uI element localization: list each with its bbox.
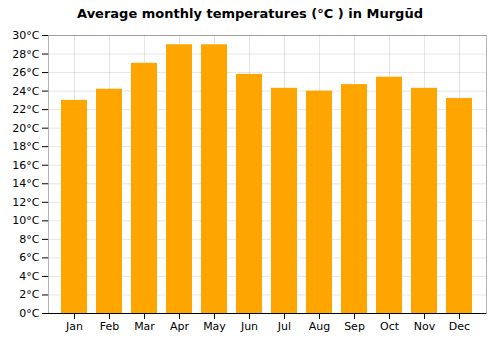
- svg-text:Aug: Aug: [309, 320, 330, 333]
- svg-text:6°C: 6°C: [19, 251, 39, 264]
- svg-text:Oct: Oct: [380, 320, 400, 333]
- svg-text:Apr: Apr: [170, 320, 190, 333]
- svg-text:0°C: 0°C: [19, 307, 39, 320]
- svg-text:Dec: Dec: [449, 320, 470, 333]
- svg-text:16°C: 16°C: [12, 159, 39, 172]
- svg-text:28°C: 28°C: [12, 48, 39, 61]
- svg-text:18°C: 18°C: [12, 140, 39, 153]
- svg-text:10°C: 10°C: [12, 214, 39, 227]
- svg-text:14°C: 14°C: [12, 177, 39, 190]
- svg-text:Jun: Jun: [240, 320, 258, 333]
- svg-text:20°C: 20°C: [12, 122, 39, 135]
- svg-text:Jul: Jul: [277, 320, 291, 333]
- html-text:Average monthly temperatures (: Average monthly temperatures (°C ) in Mu…: [77, 6, 423, 21]
- svg-text:26°C: 26°C: [12, 66, 39, 79]
- svg-text:Sep: Sep: [344, 320, 365, 333]
- svg-text:24°C: 24°C: [12, 85, 39, 98]
- svg-text:Mar: Mar: [134, 320, 155, 333]
- svg-text:22°C: 22°C: [12, 103, 39, 116]
- svg-text:12°C: 12°C: [12, 196, 39, 209]
- svg-text:8°C: 8°C: [19, 233, 39, 246]
- svg-text:Feb: Feb: [100, 320, 119, 333]
- svg-text:May: May: [203, 320, 226, 333]
- svg-text:Nov: Nov: [414, 320, 436, 333]
- svg-text:2°C: 2°C: [19, 288, 39, 301]
- svg-text:4°C: 4°C: [19, 270, 39, 283]
- svg-text:30°C: 30°C: [12, 29, 39, 42]
- svg-text:Jan: Jan: [65, 320, 83, 333]
